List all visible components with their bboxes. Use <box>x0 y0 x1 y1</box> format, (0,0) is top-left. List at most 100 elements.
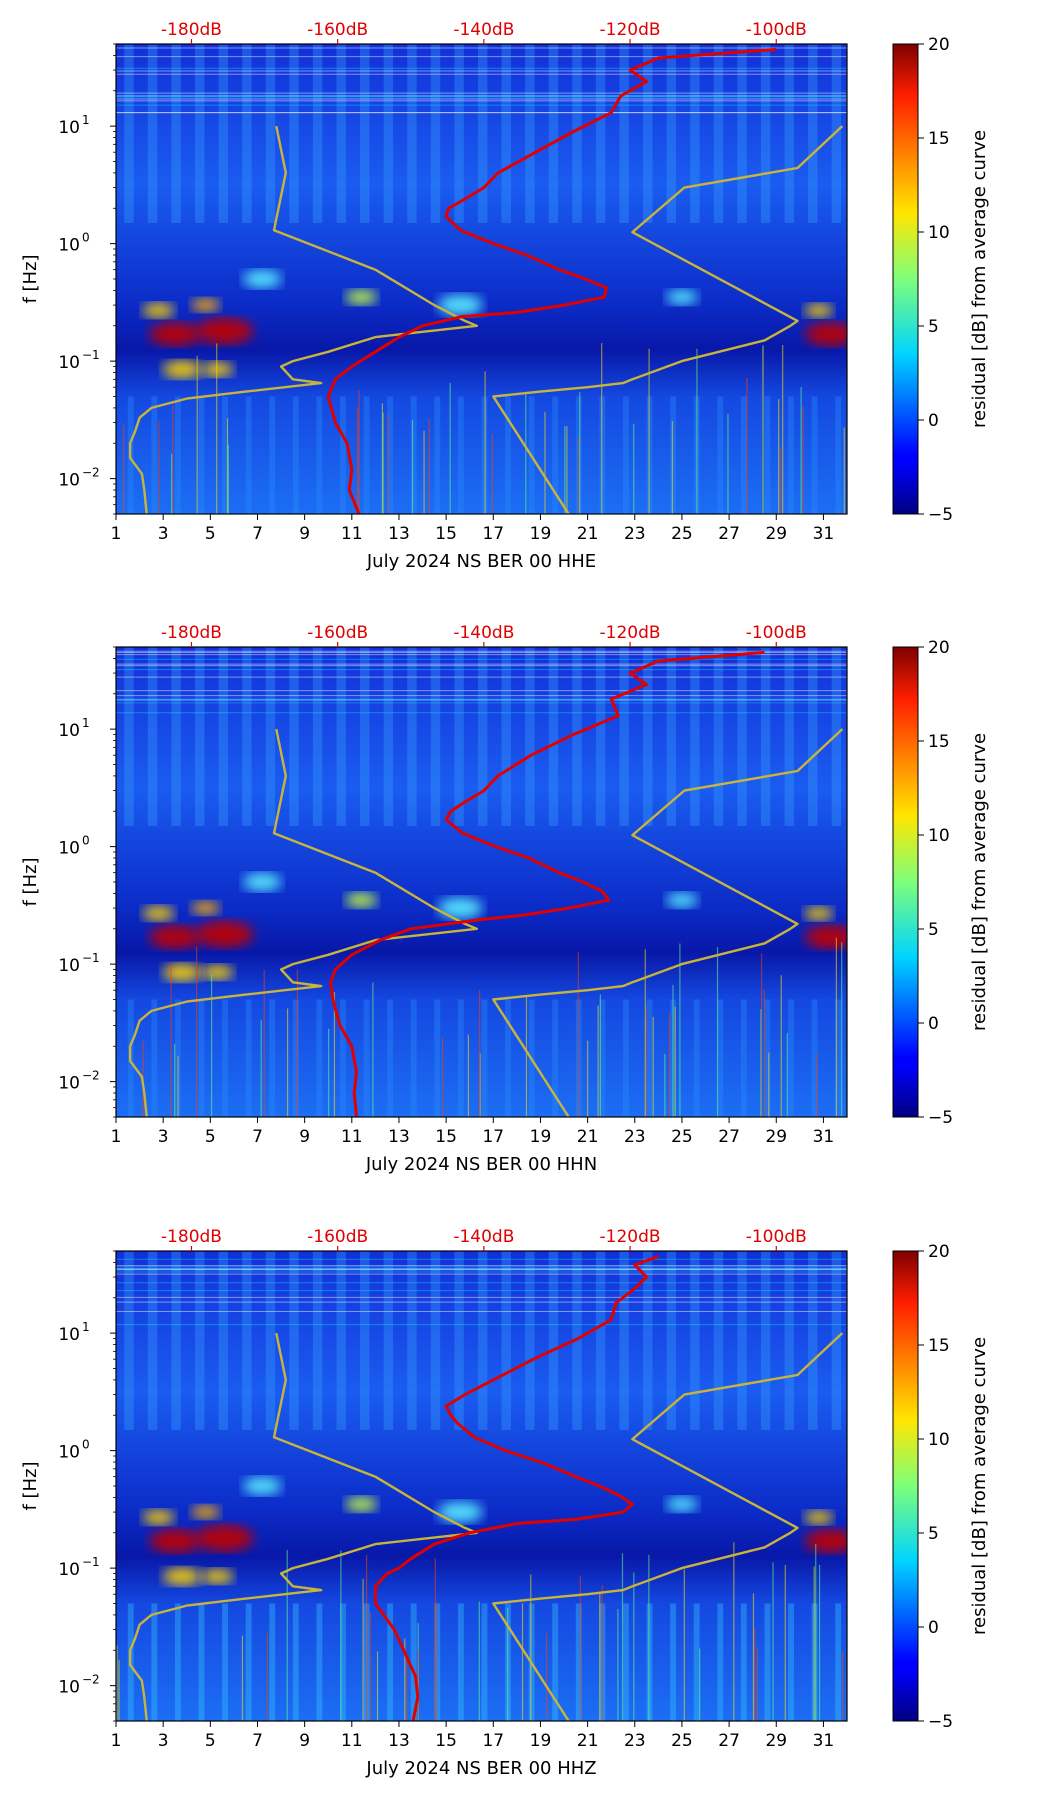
top-db-label: -160dB <box>307 1227 368 1247</box>
x-tick-label: 11 <box>341 1127 363 1147</box>
colorbar-tick-label: 10 <box>928 826 950 846</box>
x-tick-label: 27 <box>718 1731 740 1751</box>
y-tick-exponent: 1 <box>82 716 90 730</box>
colorbar-tick-label: 20 <box>928 638 950 658</box>
x-tick-label: 31 <box>813 1127 835 1147</box>
x-tick-label: 3 <box>158 524 169 544</box>
x-tick-label: 5 <box>205 524 216 544</box>
colorbar-3: 20 15 10 5 0 −5 residual [dB] from average cu… <box>892 1242 990 1732</box>
colorbar-tick-label: 15 <box>928 732 950 752</box>
top-db-label: -140dB <box>453 20 514 40</box>
colorbar-tick-label: −5 <box>928 505 953 525</box>
x-tick-label: 1 <box>111 524 122 544</box>
peterson-nhnm-line <box>492 1332 844 1721</box>
x-tick-label: 27 <box>718 524 740 544</box>
colorbar-tick-label: 15 <box>928 129 950 149</box>
x-tick-label: 19 <box>530 1127 552 1147</box>
x-tick-label: 31 <box>813 524 835 544</box>
top-db-label: -100dB <box>746 1227 807 1247</box>
y-tick-exponent: 0 <box>82 231 90 245</box>
y-tick-label: 10 <box>58 721 80 741</box>
x-axis-label: July 2024 NS BER 00 HHN <box>365 1154 597 1175</box>
y-tick-label: 10 <box>58 471 80 491</box>
top-db-label: -180dB <box>161 20 222 40</box>
x-tick-label: 29 <box>765 524 787 544</box>
x-tick-label: 23 <box>624 524 646 544</box>
average-psd-line <box>329 650 765 1117</box>
top-db-label: -160dB <box>307 20 368 40</box>
y-tick-label: 10 <box>58 118 80 138</box>
peterson-nlnm-line <box>128 728 478 1117</box>
x-axis-label: July 2024 NS BER 00 HHE <box>366 551 596 572</box>
colorbar-tick-label: 20 <box>928 1242 950 1262</box>
y-tick-exponent: 1 <box>82 1320 90 1334</box>
x-tick-label: 19 <box>530 1731 552 1751</box>
y-tick-label: 10 <box>58 1074 80 1094</box>
y-tick-exponent: 0 <box>82 1438 90 1452</box>
x-tick-label: 3 <box>158 1127 169 1147</box>
x-tick-label: 23 <box>624 1127 646 1147</box>
y-tick-exponent: −2 <box>82 1673 100 1687</box>
colorbar-tick-label: 10 <box>928 223 950 243</box>
colorbar-1: 20 15 10 5 0 −5 residual [dB] from average cu… <box>892 35 990 525</box>
x-tick-label: 1 <box>111 1127 122 1147</box>
x-tick-label: 27 <box>718 1127 740 1147</box>
colorbar-tick-label: 5 <box>928 920 939 940</box>
peterson-nhnm-line <box>492 728 844 1117</box>
y-tick-label: 10 <box>58 1678 80 1698</box>
y-tick-label: 10 <box>58 353 80 373</box>
x-tick-label: 3 <box>158 1731 169 1751</box>
x-tick-label: 23 <box>624 1731 646 1751</box>
x-tick-label: 25 <box>671 1127 693 1147</box>
x-tick-label: 19 <box>530 524 552 544</box>
x-tick-label: 7 <box>252 1127 263 1147</box>
x-tick-label: 11 <box>341 524 363 544</box>
colorbar-tick-label: 20 <box>928 35 950 55</box>
y-tick-exponent: −2 <box>82 466 100 480</box>
y-tick-label: 10 <box>58 1443 80 1463</box>
peterson-nhnm-line <box>492 125 844 514</box>
x-tick-label: 11 <box>341 1731 363 1751</box>
x-axis-label: July 2024 NS BER 00 HHZ <box>365 1758 596 1779</box>
y-tick-exponent: −1 <box>82 348 100 362</box>
x-tick-label: 7 <box>252 1731 263 1751</box>
colorbar-tick-label: 0 <box>928 1014 939 1034</box>
x-tick-label: 9 <box>299 1731 310 1751</box>
y-tick-exponent: −2 <box>82 1069 100 1083</box>
colorbar-gradient <box>892 646 919 1118</box>
colorbar-label: residual [dB] from average curve <box>969 733 990 1031</box>
x-tick-label: 9 <box>299 524 310 544</box>
x-tick-label: 9 <box>299 1127 310 1147</box>
x-tick-label: 17 <box>482 1127 504 1147</box>
colorbar-tick-label: −5 <box>928 1712 953 1732</box>
colorbar-tick-label: 5 <box>928 317 939 337</box>
top-db-label: -100dB <box>746 20 807 40</box>
top-db-label: -140dB <box>453 623 514 643</box>
y-tick-exponent: 1 <box>82 113 90 127</box>
top-db-label: -180dB <box>161 623 222 643</box>
colorbar-label: residual [dB] from average curve <box>969 1337 990 1635</box>
colorbar-tick-label: 10 <box>928 1430 950 1450</box>
top-db-label: -140dB <box>453 1227 514 1247</box>
x-tick-label: 13 <box>388 1731 410 1751</box>
x-tick-label: 13 <box>388 524 410 544</box>
peterson-nlnm-line <box>128 1332 478 1721</box>
top-db-label: -120dB <box>600 1227 661 1247</box>
x-tick-label: 7 <box>252 524 263 544</box>
heatmap-image <box>116 44 847 514</box>
x-tick-label: 25 <box>671 1731 693 1751</box>
peterson-nlnm-line <box>128 125 478 514</box>
colorbar-gradient <box>892 43 919 515</box>
x-tick-label: 1 <box>111 1731 122 1751</box>
colorbar-tick-label: 0 <box>928 1618 939 1638</box>
x-tick-label: 21 <box>577 1127 599 1147</box>
x-tick-label: 13 <box>388 1127 410 1147</box>
colorbar-tick-label: 15 <box>928 1336 950 1356</box>
x-tick-label: 5 <box>205 1127 216 1147</box>
colorbar-gradient <box>892 1250 919 1722</box>
colorbar-label: residual [dB] from average curve <box>969 130 990 428</box>
y-tick-label: 10 <box>58 236 80 256</box>
x-tick-label: 17 <box>482 1731 504 1751</box>
